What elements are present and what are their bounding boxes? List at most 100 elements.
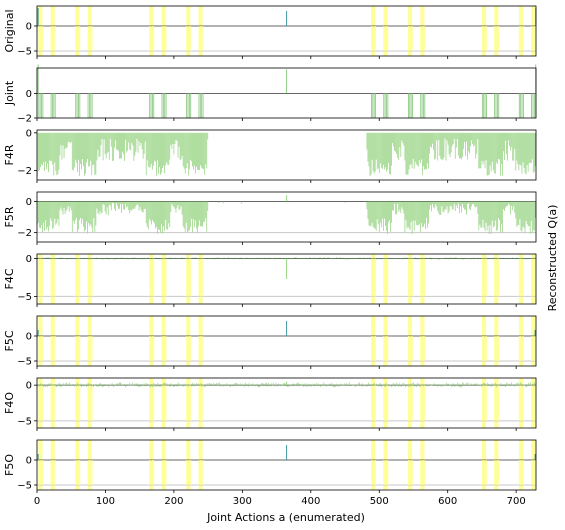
bar [255, 385, 257, 386]
bar [468, 258, 470, 259]
bar [405, 258, 406, 260]
bar [117, 258, 119, 259]
bar [483, 385, 485, 421]
bar [487, 132, 489, 176]
bar [426, 132, 427, 170]
bar [122, 132, 123, 152]
bar [484, 385, 486, 421]
bar [417, 201, 419, 226]
bar [348, 258, 350, 259]
bar [533, 385, 535, 387]
bar [69, 258, 70, 260]
bar [284, 382, 285, 386]
bar [378, 132, 380, 174]
bar [517, 201, 519, 226]
bar [261, 382, 262, 386]
bar [258, 258, 260, 260]
bar [237, 258, 238, 260]
bar [178, 382, 180, 386]
bar [440, 385, 442, 386]
bar [446, 201, 448, 207]
bar [79, 385, 81, 387]
bar [67, 258, 68, 260]
bar [426, 383, 428, 386]
bar [510, 258, 511, 260]
bar [497, 385, 499, 386]
bar [187, 93, 189, 118]
bar [450, 384, 452, 386]
bar [470, 132, 471, 147]
bar [123, 385, 124, 386]
bar [267, 258, 269, 260]
bar [217, 257, 219, 259]
bar [532, 383, 534, 386]
bar [77, 257, 79, 259]
bar [531, 258, 533, 260]
bar [45, 257, 46, 259]
bar [375, 201, 377, 232]
bar [249, 257, 251, 259]
bar [308, 383, 310, 386]
bar [247, 385, 249, 387]
bar [84, 201, 85, 232]
bar [412, 26, 413, 51]
bar [435, 132, 437, 159]
bar [241, 384, 243, 386]
bar [406, 132, 408, 175]
bar [532, 336, 534, 361]
bar [476, 132, 478, 155]
bar [162, 336, 164, 361]
bar [49, 201, 51, 226]
bar [199, 385, 201, 421]
bar [63, 384, 65, 386]
bar [303, 385, 305, 387]
bar [369, 132, 371, 177]
bar [376, 132, 378, 170]
bar [533, 258, 535, 297]
bar [43, 201, 44, 223]
bar [531, 132, 533, 160]
bar [361, 383, 363, 386]
bar [38, 201, 39, 223]
bar [59, 258, 60, 259]
bar [39, 132, 40, 170]
bar [74, 132, 76, 160]
bar [425, 384, 427, 386]
bar [198, 93, 200, 118]
bar [230, 258, 232, 260]
bar [372, 257, 374, 259]
bar [101, 201, 103, 213]
bar [85, 258, 86, 260]
bar [138, 385, 140, 388]
bar [111, 383, 113, 386]
bar [153, 336, 155, 361]
bar [201, 26, 203, 51]
bar [496, 258, 497, 260]
bar [40, 383, 42, 386]
bar [415, 257, 416, 259]
bar [385, 382, 387, 386]
bar [197, 132, 198, 170]
bar [295, 385, 296, 386]
bar [102, 385, 104, 387]
bar [331, 382, 333, 386]
bar [458, 258, 460, 260]
bar [175, 384, 177, 386]
bar [438, 201, 440, 214]
bar [279, 384, 281, 386]
bar [385, 201, 386, 226]
bar [317, 258, 318, 260]
bar [422, 132, 423, 176]
bar [407, 93, 409, 118]
bar [532, 385, 534, 421]
bar [165, 336, 167, 361]
bar [463, 383, 464, 386]
bar [345, 201, 346, 204]
bar [302, 258, 303, 259]
bar [433, 132, 435, 151]
bar [518, 258, 520, 297]
bar [83, 258, 84, 259]
bar [42, 26, 44, 51]
bar [201, 201, 202, 227]
